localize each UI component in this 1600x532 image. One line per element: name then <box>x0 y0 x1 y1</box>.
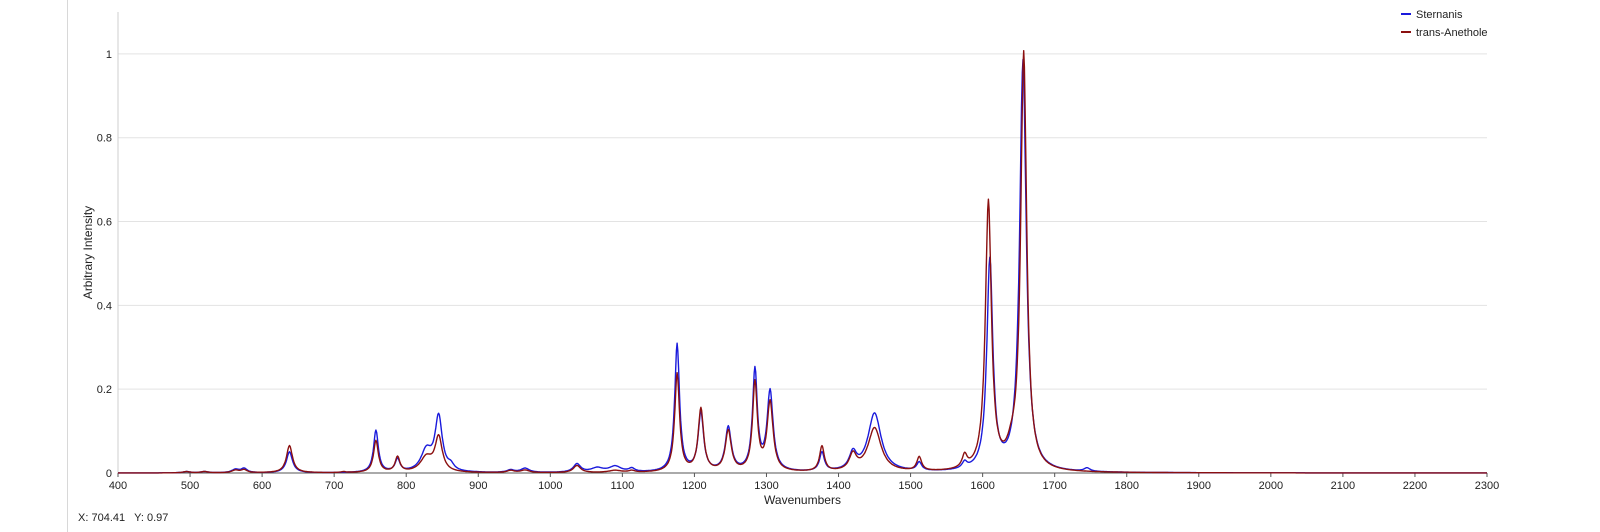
x-tick-label: 800 <box>397 480 415 492</box>
x-tick-label: 500 <box>181 480 199 492</box>
x-tick-label: 1900 <box>1187 480 1211 492</box>
x-tick-label: 1600 <box>970 480 994 492</box>
x-tick-label: 900 <box>469 480 487 492</box>
y-tick-label: 1 <box>106 49 112 61</box>
x-tick-label: 2200 <box>1403 480 1427 492</box>
cursor-readout: X: 704.41 Y: 0.97 <box>78 512 168 524</box>
legend[interactable]: Sternanis trans-Anethole <box>1401 9 1488 39</box>
y-tick-label: 0.2 <box>97 384 112 396</box>
cursor-x-label: X: <box>78 512 89 524</box>
y-tick-label: 0 <box>106 468 112 480</box>
y-tick-label: 0.4 <box>97 300 112 312</box>
x-tick-label: 1200 <box>682 480 706 492</box>
x-tick-label: 700 <box>325 480 343 492</box>
series-lines <box>118 50 1487 474</box>
x-tick-label: 1500 <box>898 480 922 492</box>
grid-lines <box>118 53 1487 390</box>
x-tick-label: 1000 <box>538 480 562 492</box>
y-tick-label: 0.8 <box>97 133 112 145</box>
x-tick-label: 2300 <box>1475 480 1499 492</box>
cursor-y-label: Y: <box>134 512 144 524</box>
series-line-sternanis[interactable] <box>118 58 1487 474</box>
x-axis-title: Wavenumbers <box>764 493 841 507</box>
x-tick-label: 2100 <box>1331 480 1355 492</box>
y-axis-title: Arbitrary Intensity <box>81 206 95 299</box>
x-tick-label: 400 <box>109 480 127 492</box>
cursor-y-value: 0.97 <box>146 512 169 524</box>
series-line-trans-anethole[interactable] <box>118 50 1487 474</box>
x-tick-label: 600 <box>253 480 271 492</box>
legend-entry[interactable]: trans-Anethole <box>1416 27 1488 39</box>
x-tick-label: 1100 <box>611 480 635 492</box>
x-tick-label: 1400 <box>826 480 850 492</box>
x-tick-label: 1800 <box>1114 480 1138 492</box>
cursor-x-value: 704.41 <box>91 512 126 524</box>
legend-entry[interactable]: Sternanis <box>1416 9 1463 21</box>
x-tick-label: 2000 <box>1259 480 1283 492</box>
x-tick-label: 1300 <box>754 480 778 492</box>
panel-divider <box>67 0 68 532</box>
y-tick-label: 0.6 <box>97 217 112 229</box>
x-tick-label: 1700 <box>1042 480 1066 492</box>
